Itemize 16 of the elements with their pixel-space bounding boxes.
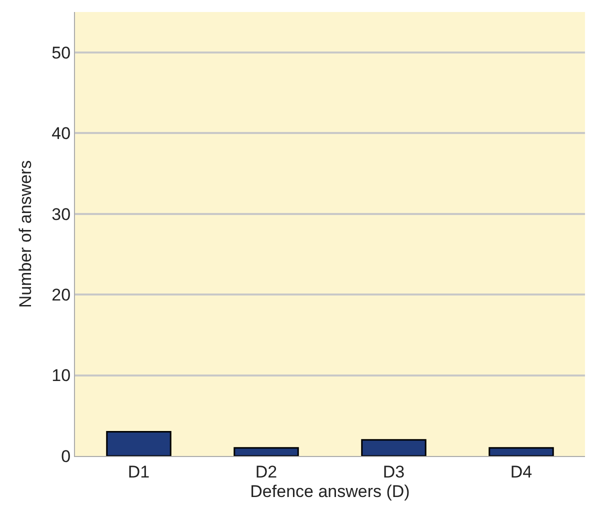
x-tick-label: D4: [510, 462, 532, 482]
bar: [488, 447, 554, 456]
x-tick-label: D1: [128, 462, 150, 482]
x-axis-title: Defence answers (D): [250, 482, 410, 501]
y-tick-label: 20: [52, 286, 71, 304]
bar: [106, 431, 172, 456]
bar: [361, 439, 426, 456]
x-tick-label: D2: [255, 462, 278, 482]
y-axis-title: Number of answers: [16, 160, 35, 308]
y-tick-label: 40: [52, 124, 71, 144]
x-tick-label: D3: [382, 462, 405, 482]
bar: [234, 447, 299, 456]
y-tick-label: 30: [52, 204, 71, 224]
y-tick-label: 50: [52, 43, 71, 62]
y-tick-label: 0: [61, 446, 71, 466]
y-tick-label: 10: [52, 366, 71, 386]
